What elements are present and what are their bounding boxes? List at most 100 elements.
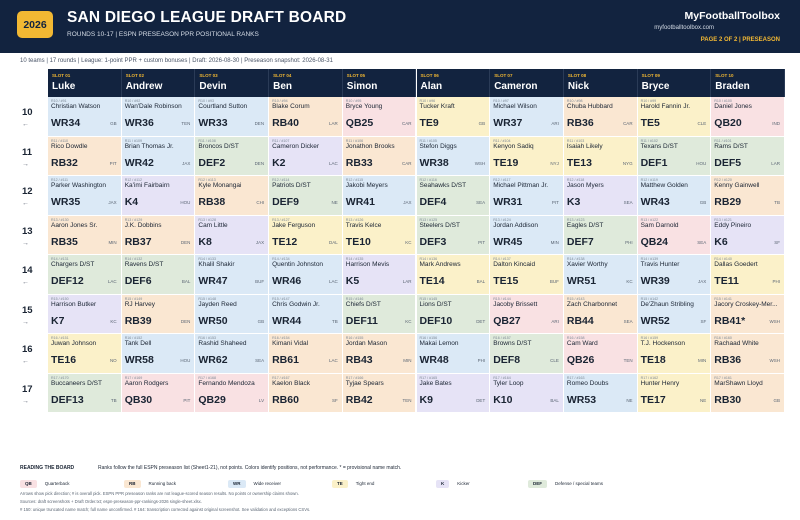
pick-cell[interactable]: R16 / #159 T.J. Hockenson TE18 MIN [637, 334, 712, 374]
pick-cell[interactable]: R13 / #121 Eddy Pineiro K6 SF [711, 215, 785, 255]
pick-cell[interactable]: R16 / #152 Tank Dell WR58 HOU [121, 334, 196, 374]
pick-cell[interactable]: R12 / #117 Michael Pittman Jr. WR31 PIT [490, 176, 564, 216]
pick-cell[interactable]: R11 / #104 Kenyon Sadiq TE19 NYJ [490, 136, 564, 176]
pick-cell[interactable]: R14 / #131 Chargers D/ST DEF12 LAC [48, 255, 122, 295]
team-abbr: NYJ [550, 160, 559, 166]
pick-cell[interactable]: R11 / #103 Isaiah Likely TE13 NYG [563, 136, 638, 176]
team-abbr: TB [774, 200, 780, 205]
pick-cell[interactable]: R17 / #168 Fernando Mendoza QB29 LV [195, 373, 270, 413]
pick-cell[interactable]: R13 / #122 Sam Darnold QB24 SEA [637, 215, 712, 255]
pick-cell[interactable]: R12 / #119 Matthew Golden WR43 GB [637, 176, 712, 216]
pick-cell[interactable]: R12 / #118 Jason Myers K3 SEA [563, 176, 638, 216]
pick-cell[interactable]: R17 / #166 Tyjae Spears RB42 TEN [342, 373, 417, 413]
team-abbr: NO [109, 358, 117, 363]
pick-number: R17 / #162 [640, 375, 659, 380]
pick-cell[interactable]: R15 / #145 Lions D/ST DEF10 DET [416, 294, 491, 334]
pick-number: R14 / #138 [566, 257, 585, 261]
pick-cell[interactable]: R11 / #108 Broncos D/ST DEF2 DEN [195, 136, 270, 176]
pick-cell[interactable]: R15 / #144 Jacoby Brissett QB27 ARI [490, 294, 564, 334]
pick-cell[interactable]: R17 / #169 Aaron Rodgers QB30 PIT [121, 373, 196, 413]
pick-cell[interactable]: R16 / #151 Juwan Johnson TE16 NO [48, 334, 122, 374]
pick-cell[interactable]: R14 / #140 Dallas Goedert TE11 PHI [711, 255, 785, 295]
pick-cell[interactable]: R15 / #142 De'Zhaun Stribling WR52 SF [637, 294, 712, 334]
pick-cell[interactable]: R13 / #128 Cam Little K8 JAX [195, 215, 270, 255]
pick-cell[interactable]: R11 / #106 Jonathon Brooks RB33 CAR [342, 136, 417, 176]
pick-cell[interactable]: R15 / #147 Chris Godwin Jr. WR44 TB [269, 294, 343, 334]
pick-cell[interactable]: R15 / #148 Jayden Reed WR50 GB [195, 294, 270, 334]
pick-cell[interactable]: R10 / #96 Tucker Kraft TE9 GB [416, 97, 491, 137]
pick-cell[interactable]: R14 / #138 Xavier Worthy WR51 KC [563, 255, 638, 295]
pick-cell[interactable]: R11 / #109 Brian Thomas Jr. WR42 JAX [121, 136, 196, 176]
position-rank: RB38 [198, 196, 226, 208]
pick-cell[interactable]: R13 / #129 J.K. Dobbins RB37 DEN [121, 215, 196, 255]
team-abbr: NE [700, 397, 707, 403]
position-rank: K5 [345, 275, 360, 287]
pick-cell[interactable]: R13 / #127 Jake Ferguson TE12 DAL [269, 215, 343, 255]
brand-url[interactable]: myfootballtoolbox.com [654, 25, 714, 31]
legend-swatch: TE [332, 479, 348, 488]
pick-cell[interactable]: R16 / #153 Rashid Shaheed WR62 SEA [195, 334, 270, 374]
pick-cell[interactable]: R13 / #126 Travis Kelce TE10 KC [342, 215, 417, 255]
pick-cell[interactable]: R16 / #154 Kimani Vidal RB61 LAC [269, 334, 343, 374]
pick-cell[interactable]: R11 / #101 Rams D/ST DEF5 LAR [711, 136, 785, 176]
position-rank: WR53 [566, 393, 597, 406]
round-number: 16 [22, 344, 33, 355]
pick-cell[interactable]: R12 / #111 Parker Washington WR35 JAX [48, 176, 122, 216]
pick-cell[interactable]: R12 / #113 Kyle Monangai RB38 CHI [195, 176, 270, 216]
pick-cell[interactable]: R12 / #120 Kenny Gainwell RB29 TB [711, 176, 785, 216]
pick-cell[interactable]: R14 / #135 Harrison Mevis K5 LAR [342, 255, 417, 295]
pick-cell[interactable]: R12 / #115 Jakobi Meyers WR41 JAX [342, 176, 417, 216]
pick-cell[interactable]: R15 / #149 RJ Harvey RB39 DEN [121, 294, 196, 334]
pick-cell[interactable]: R13 / #123 Eagles D/ST DEF7 PHI [563, 215, 638, 255]
pick-cell[interactable]: R15 / #150 Harrison Butker K7 KC [48, 294, 122, 334]
pick-cell[interactable]: R11 / #107 Cameron Dicker K2 LAC [269, 136, 343, 176]
pick-cell[interactable]: R13 / #130 Aaron Jones Sr. RB35 MIN [48, 215, 122, 255]
pick-cell[interactable]: R12 / #116 Seahawks D/ST DEF4 SEA [416, 176, 491, 216]
player-name: Browns D/ST [493, 340, 532, 347]
pick-cell[interactable]: R13 / #125 Steelers D/ST DEF3 PIT [416, 215, 491, 255]
pick-cell[interactable]: R17 / #162 Hunter Henry TE17 NE [637, 373, 712, 413]
pick-cell[interactable]: R10 / #93 Courtland Sutton WR33 DEN [195, 97, 270, 137]
pick-cell[interactable]: R10 / #91 Christian Watson WR34 GB [48, 97, 122, 137]
pick-cell[interactable]: R14 / #133 Khalil Shakir WR47 BUF [195, 255, 270, 295]
pick-cell[interactable]: R14 / #134 Quentin Johnston WR46 LAC [269, 255, 343, 295]
pick-cell[interactable]: R16 / #158 Cam Ward QB26 TEN [563, 334, 638, 374]
position-rank: DEF4 [419, 196, 447, 208]
pick-cell[interactable]: R16 / #155 Jordan Mason RB43 MIN [342, 334, 417, 374]
pick-cell[interactable]: R11 / #105 Stefon Diggs WR38 WSH [416, 136, 491, 176]
pick-cell[interactable]: R15 / #146 Chiefs D/ST DEF11 KC [342, 294, 417, 334]
pick-cell[interactable]: R17 / #165 Jake Bates K9 DET [416, 373, 491, 413]
pick-cell[interactable]: R16 / #157 Browns D/ST DEF8 CLE [490, 334, 564, 374]
pick-cell[interactable]: R10 / #99 Harold Fannin Jr. TE5 CLE [637, 97, 712, 137]
pick-cell[interactable]: R15 / #143 Zach Charbonnet RB44 SEA [563, 294, 638, 334]
pick-number: R11 / #104 [493, 138, 511, 143]
team-abbr: PIT [551, 200, 559, 205]
pick-cell[interactable]: R14 / #139 Travis Hunter WR39 JAX [637, 255, 712, 295]
round-label: 13 → [10, 216, 48, 256]
pick-cell[interactable]: R17 / #161 MarShawn Lloyd RB30 GB [711, 373, 785, 413]
pick-cell[interactable]: R17 / #164 Tyler Loop K10 BAL [490, 373, 564, 413]
pick-cell[interactable]: R14 / #132 Ravens D/ST DEF6 BAL [121, 255, 196, 295]
pick-cell[interactable]: R10 / #94 Blake Corum RB40 LAR [269, 97, 343, 137]
pick-cell[interactable]: R17 / #167 Kaelon Black RB60 SF [269, 373, 343, 413]
pick-cell[interactable]: R10 / #100 Daniel Jones QB20 IND [711, 97, 785, 137]
pick-cell[interactable]: R10 / #97 Michael Wilson WR37 ARI [490, 97, 564, 137]
pick-cell[interactable]: R14 / #137 Dalton Kincaid TE15 BUF [490, 255, 564, 295]
pick-cell[interactable]: R16 / #160 Rachaad White RB36 WSH [711, 334, 785, 374]
pick-cell[interactable]: R10 / #95 Bryce Young QB25 CAR [342, 97, 417, 137]
pick-cell[interactable]: R11 / #102 Texans D/ST DEF1 HOU [637, 136, 712, 176]
pick-cell[interactable]: R13 / #124 Jordan Addison WR45 MIN [490, 215, 564, 255]
pick-cell[interactable]: R15 / #141 Jacory Croskey-Mer... RB41* WSH [711, 294, 785, 334]
pick-cell[interactable]: R17 / #170 Buccaneers D/ST DEF13 TB [48, 373, 122, 413]
pick-cell[interactable]: R10 / #92 Wan'Dale Robinson WR36 TEN [121, 97, 196, 137]
pick-cell[interactable]: R11 / #110 Rico Dowdle RB32 PIT [48, 136, 122, 176]
pick-cell[interactable]: R17 / #163 Romeo Doubs WR53 NE [563, 373, 638, 413]
pick-cell[interactable]: R10 / #98 Chuba Hubbard RB36 CAR [563, 97, 638, 137]
pick-cell[interactable]: R14 / #136 Mark Andrews TE14 BAL [416, 255, 491, 295]
pick-cell[interactable]: R12 / #112 Ka'imi Fairbairn K4 HOU [121, 176, 196, 216]
position-rank: RB44 [566, 314, 594, 327]
pick-cell[interactable]: R12 / #114 Patriots D/ST DEF9 NE [269, 176, 343, 216]
player-name: MarShawn Lloyd [714, 379, 763, 387]
pick-cell[interactable]: R16 / #156 Makai Lemon WR48 PHI [416, 334, 491, 374]
position-rank: TE19 [493, 156, 519, 169]
